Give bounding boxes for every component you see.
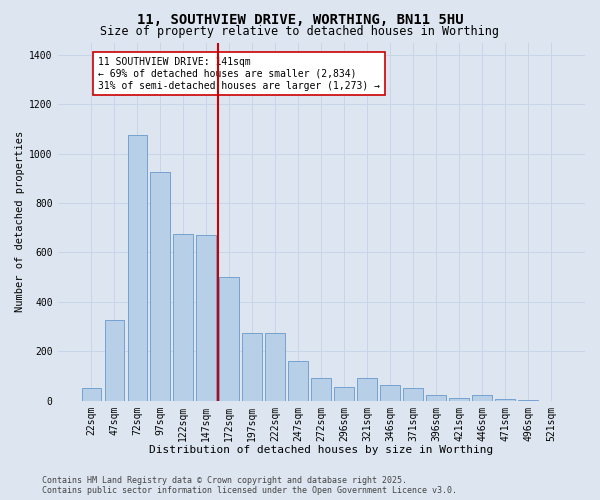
Bar (196, 235, 216, 400)
Bar (104, 320, 124, 400)
Text: Contains HM Land Registry data © Crown copyright and database right 2025.
Contai: Contains HM Land Registry data © Crown c… (42, 476, 457, 495)
Bar (265, 333, 285, 400)
Text: 11 SOUTHVIEW DRIVE: 141sqm
← 69% of detached houses are smaller (2,834)
31% of s: 11 SOUTHVIEW DRIVE: 141sqm ← 69% of deta… (98, 58, 380, 90)
Bar (449, 398, 469, 400)
Bar (358, 378, 377, 400)
X-axis label: Distribution of detached houses by size in Worthing: Distribution of detached houses by size … (149, 445, 493, 455)
Bar (128, 135, 147, 400)
Bar (242, 333, 262, 400)
Bar (311, 378, 331, 400)
Bar (472, 394, 492, 400)
Bar (427, 394, 446, 400)
Bar (82, 388, 101, 400)
Bar (403, 388, 423, 400)
Bar (220, 277, 239, 400)
Y-axis label: Number of detached properties: Number of detached properties (15, 131, 25, 312)
Bar (380, 384, 400, 400)
Bar (289, 361, 308, 401)
Bar (151, 172, 170, 400)
Text: Size of property relative to detached houses in Worthing: Size of property relative to detached ho… (101, 25, 499, 38)
Text: 11, SOUTHVIEW DRIVE, WORTHING, BN11 5HU: 11, SOUTHVIEW DRIVE, WORTHING, BN11 5HU (137, 12, 463, 26)
Bar (173, 234, 193, 400)
Bar (334, 387, 354, 400)
